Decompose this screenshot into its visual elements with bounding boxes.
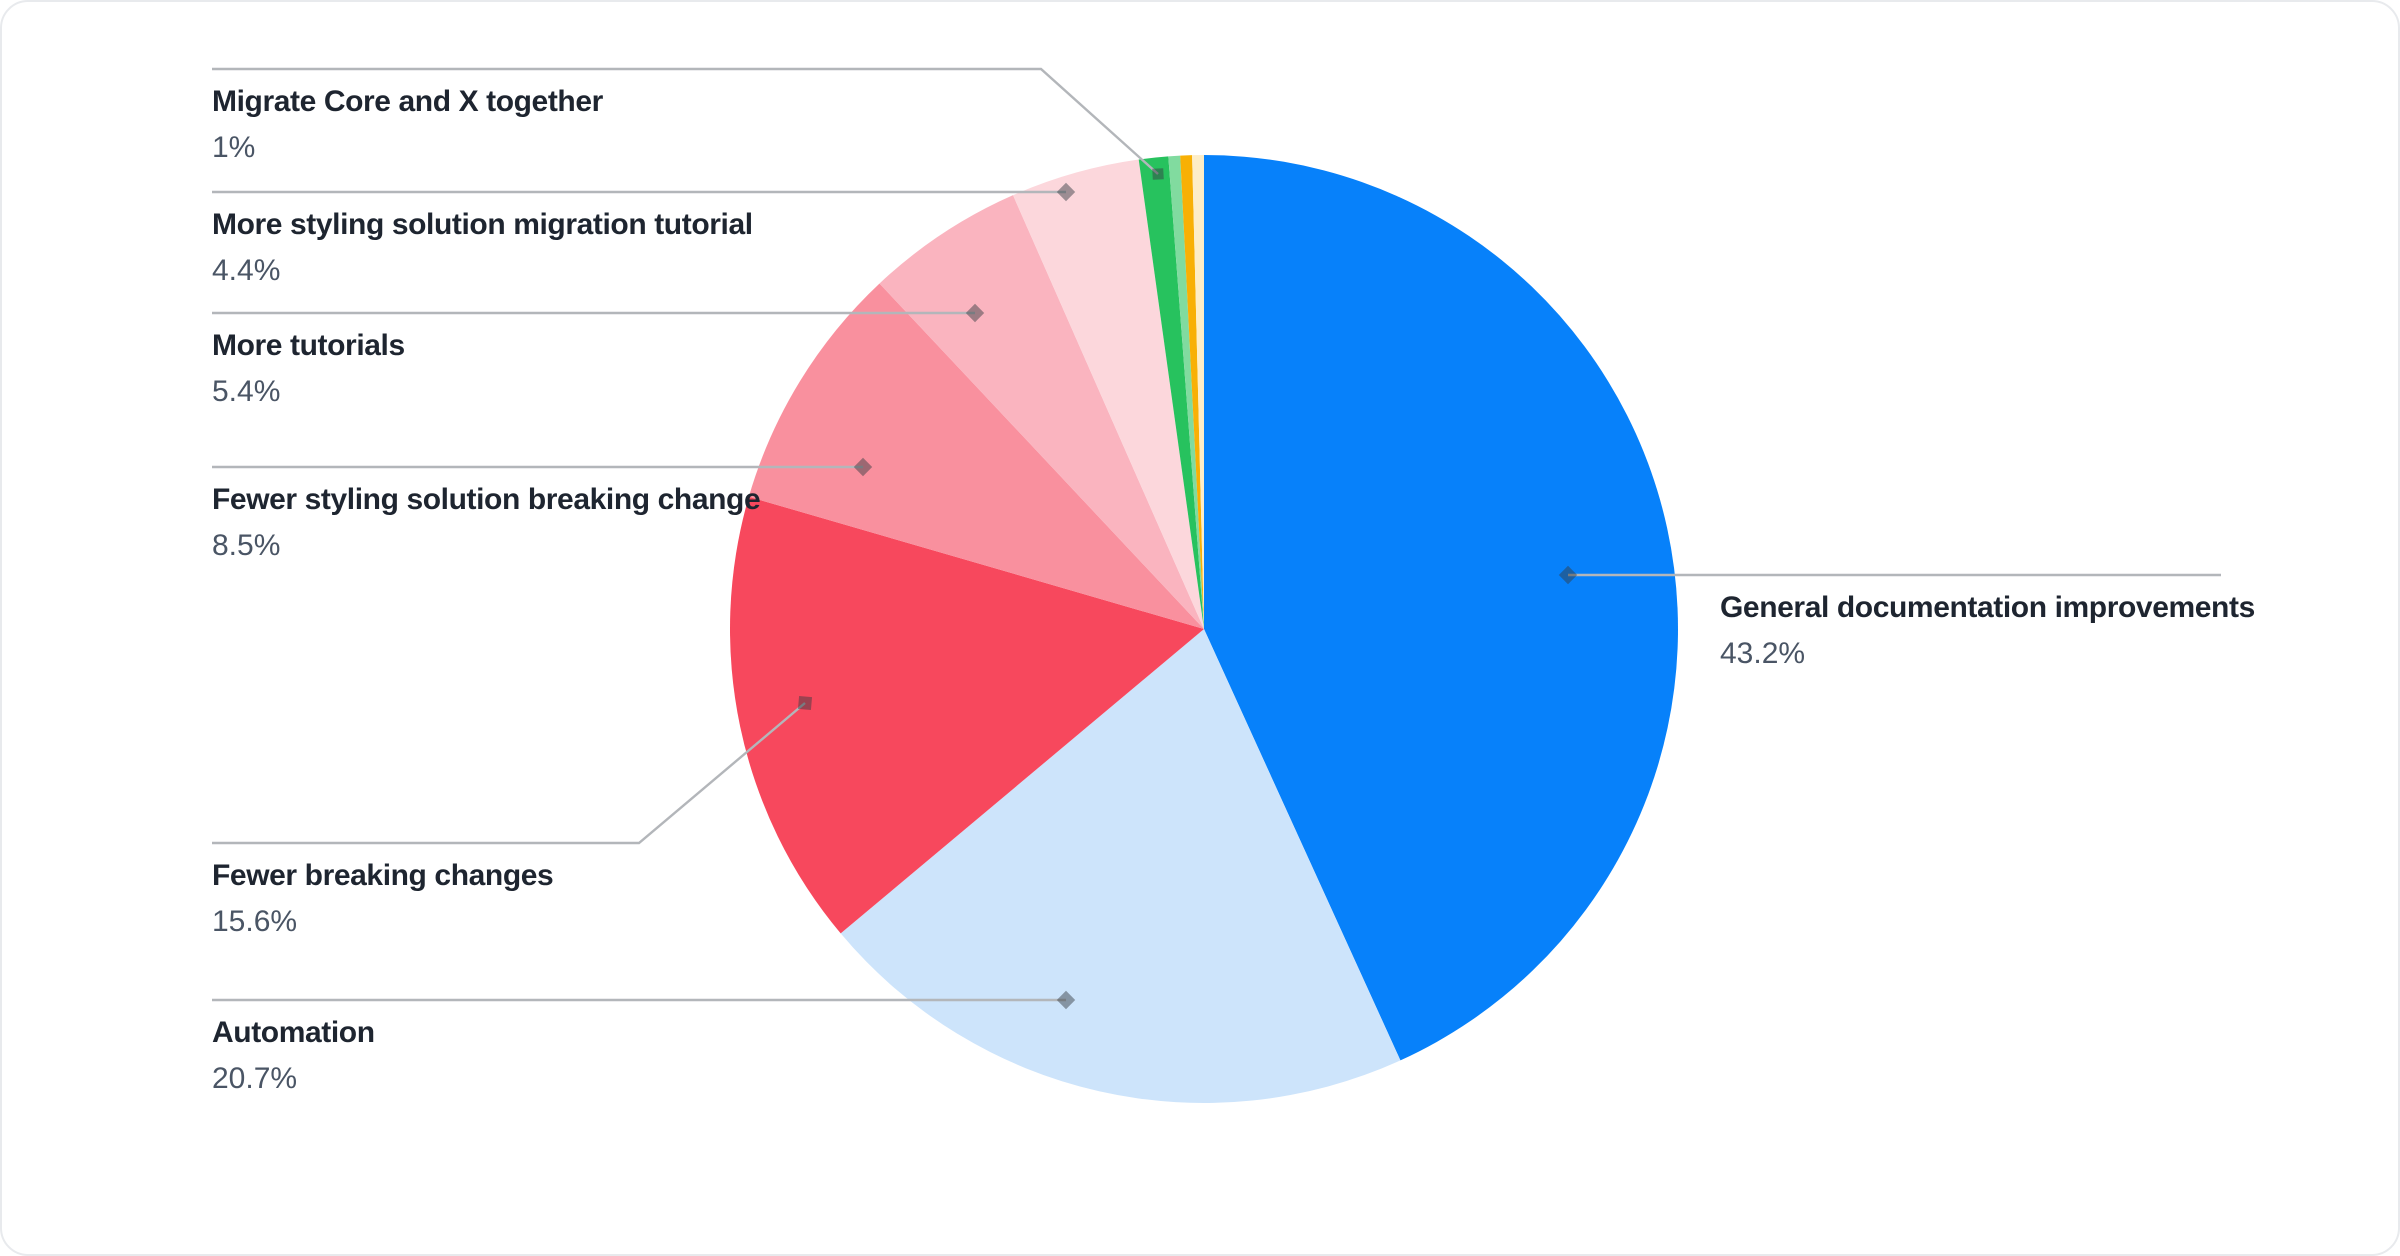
leader-line-fewer-breaking <box>212 702 806 845</box>
callout-more-styling-tutorial: More styling solution migration tutorial… <box>212 210 753 286</box>
pie-slice-migrate-core-and-x-together <box>1138 156 1204 629</box>
callout-percent: 4.4% <box>212 254 281 287</box>
callout-percent: 20.7% <box>212 1062 298 1095</box>
callout-percent: 43.2% <box>1720 637 1806 670</box>
callout-label: Automation <box>212 1016 375 1049</box>
callout-percent: 8.5% <box>212 529 281 562</box>
callout-label: More tutorials <box>212 329 405 362</box>
leader-marker-automation <box>1056 990 1076 1010</box>
callout-percent: 5.4% <box>212 375 281 408</box>
callout-automation: Automation 20.7% <box>212 1018 375 1094</box>
leader-marker-more-tutorials <box>965 303 985 323</box>
callout-label: Fewer breaking changes <box>212 859 554 892</box>
callout-fewer-breaking: Fewer breaking changes 15.6% <box>212 859 554 938</box>
leader-lines <box>212 67 2221 1002</box>
pie-slice-unlabeled-9 <box>1192 155 1204 629</box>
pie-slice-automation <box>840 629 1401 1103</box>
pie-slice-more-styling-solution-migration-tutorial <box>1013 159 1204 629</box>
callout-label: More styling solution migration tutorial <box>212 208 753 241</box>
callout-label: Fewer styling solution breaking change <box>212 483 761 516</box>
pie-slice-unlabeled-8 <box>1180 155 1204 629</box>
pie-slices <box>729 155 1678 1103</box>
leader-marker-fewer-breaking <box>797 695 813 711</box>
leader-marker-fewer-styling-breaking <box>853 457 873 477</box>
callout-more-tutorials: More tutorials 5.4% <box>212 331 405 407</box>
callout-migrate-core: Migrate Core and X together 1% <box>212 87 603 163</box>
callout-fewer-styling-breaking: Fewer styling solution breaking change 8… <box>212 483 761 562</box>
leader-line-migrate-core <box>212 67 1159 175</box>
pie-slice-fewer-breaking-changes <box>729 496 1204 934</box>
pie-slice-fewer-styling-solution-breaking-change <box>748 283 1204 629</box>
callout-label: Migrate Core and X together <box>212 85 603 118</box>
pie-slice-unlabeled-7 <box>1168 155 1204 629</box>
callout-percent: 15.6% <box>212 905 298 938</box>
leader-markers <box>797 168 1578 1010</box>
leader-marker-more-styling-tutorial <box>1056 182 1076 202</box>
callout-percent: 1% <box>212 131 256 164</box>
callout-label: General documentation improvements <box>1720 591 2255 624</box>
leader-marker-general-docs <box>1558 565 1578 585</box>
callout-general-docs: General documentation improvements 43.2% <box>1720 593 2255 669</box>
pie-slice-general-documentation-improvements <box>1204 155 1678 1061</box>
leader-marker-migrate-core <box>1152 168 1164 180</box>
pie-slice-more-tutorials <box>879 195 1204 629</box>
